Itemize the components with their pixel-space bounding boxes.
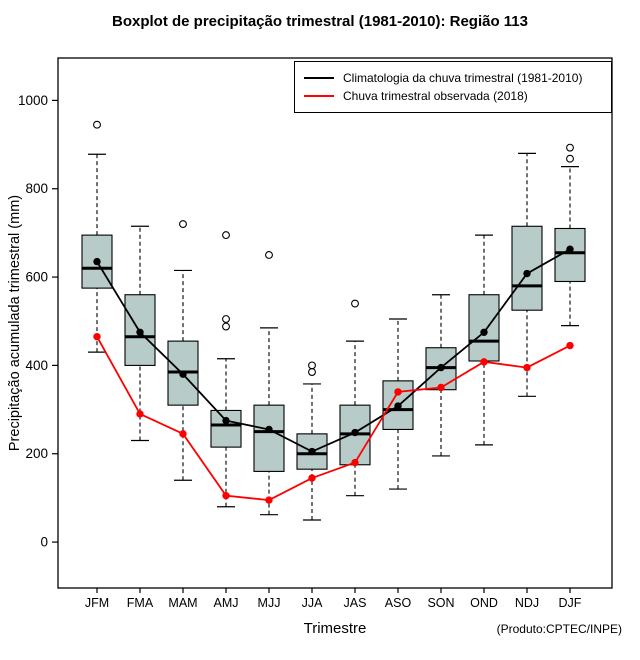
x-tick-label: FMA xyxy=(127,596,154,610)
x-tick-label: NDJ xyxy=(515,596,539,610)
observed-point xyxy=(179,430,187,438)
observed-point xyxy=(351,458,359,467)
box-OND xyxy=(468,294,500,362)
outlier-point xyxy=(179,220,187,229)
legend-item-observed: Chuva trimestral observada (2018) xyxy=(304,87,602,105)
x-tick-label: DJF xyxy=(559,596,582,610)
outlier-point xyxy=(308,368,316,376)
climatology-point xyxy=(265,425,273,434)
x-tick-label: OND xyxy=(470,596,498,610)
legend-label-observed: Chuva trimestral observada (2018) xyxy=(343,89,528,103)
climatology-point xyxy=(437,363,445,372)
outlier-point xyxy=(222,315,230,323)
climatology-point xyxy=(179,370,187,378)
observed-line-swatch xyxy=(304,95,334,97)
outlier-point xyxy=(351,299,359,308)
climatology-point xyxy=(136,328,144,336)
observed-point xyxy=(480,358,488,366)
legend: Climatologia da chuva trimestral (1981-2… xyxy=(294,61,612,113)
observed-point xyxy=(523,363,531,372)
outlier-point xyxy=(222,231,230,240)
y-tick-label: 800 xyxy=(25,181,48,196)
climatology-point xyxy=(93,257,101,266)
x-tick-label: SON xyxy=(427,596,454,610)
climatology-point xyxy=(351,428,359,437)
observed-point xyxy=(136,410,144,418)
chart-title: Boxplot de precipitação trimestral (1981… xyxy=(112,13,528,30)
climatology-point xyxy=(308,447,316,456)
outlier-point xyxy=(222,322,230,331)
y-tick-label: 600 xyxy=(25,270,48,285)
legend-item-climatology: Climatologia da chuva trimestral (1981-2… xyxy=(304,69,602,87)
observed-point xyxy=(394,388,402,396)
box-MJJ xyxy=(253,404,285,472)
y-tick-label: 0 xyxy=(40,535,48,550)
x-tick-label: JAS xyxy=(344,596,367,610)
observed-point xyxy=(93,332,101,341)
observed-point xyxy=(437,383,445,392)
outlier-point xyxy=(265,251,273,259)
climatology-line-swatch xyxy=(304,77,334,79)
x-tick-label: AMJ xyxy=(214,596,239,610)
observed-point xyxy=(308,474,316,482)
observed-line xyxy=(96,336,571,502)
observed-point xyxy=(265,496,273,504)
y-axis-label: Precipitação acumulada trimestral (mm) xyxy=(7,194,23,452)
climatology-point xyxy=(394,402,402,410)
x-tick-label: MJJ xyxy=(258,596,281,610)
x-tick-label: JFM xyxy=(85,596,109,610)
plot-border xyxy=(57,57,613,589)
climatology-point xyxy=(523,269,531,278)
y-tick-label: 200 xyxy=(25,446,48,461)
legend-label-climatology: Climatologia da chuva trimestral (1981-2… xyxy=(343,71,583,85)
y-tick-label: 1000 xyxy=(18,93,48,108)
x-tick-label: MAM xyxy=(168,596,197,610)
outlier-point xyxy=(566,154,574,163)
observed-point xyxy=(222,491,230,500)
x-axis-label: Trimestre xyxy=(303,620,367,637)
outlier-point xyxy=(566,143,574,152)
box-AMJ xyxy=(210,409,242,448)
y-tick-label: 400 xyxy=(25,358,48,373)
x-tick-label: ASO xyxy=(385,596,412,610)
product-note: (Produto:CPTEC/INPE) xyxy=(496,622,622,636)
climatology-point xyxy=(222,416,230,425)
x-tick-label: JJA xyxy=(302,596,324,610)
climatology-line xyxy=(96,248,571,453)
outlier-point xyxy=(93,120,101,129)
outlier-point xyxy=(308,361,316,370)
observed-point xyxy=(566,341,574,350)
climatology-point xyxy=(480,328,488,336)
climatology-point xyxy=(566,245,574,253)
